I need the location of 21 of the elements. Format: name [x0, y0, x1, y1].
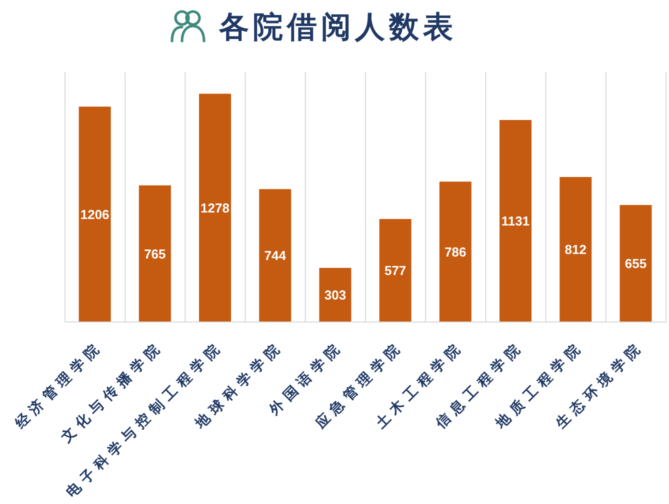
data-label: 1278	[200, 200, 230, 216]
data-label: 765	[144, 246, 166, 262]
chart-title: 各院借阅人数表	[219, 10, 457, 46]
bar	[500, 120, 532, 322]
data-label: 303	[324, 288, 346, 303]
bar	[259, 189, 292, 322]
data-label: 1206	[80, 206, 110, 222]
bar	[620, 205, 652, 322]
bar	[319, 268, 352, 322]
bar	[560, 177, 592, 322]
data-label: 655	[624, 256, 647, 272]
bar	[78, 106, 111, 322]
data-label: 577	[384, 263, 406, 278]
data-label: 744	[264, 248, 287, 264]
data-label: 1131	[501, 214, 530, 229]
bar	[439, 182, 472, 322]
data-label: 812	[564, 242, 586, 258]
data-label: 786	[444, 244, 466, 260]
bar	[199, 94, 232, 322]
bar	[138, 185, 171, 322]
bar	[379, 218, 412, 322]
